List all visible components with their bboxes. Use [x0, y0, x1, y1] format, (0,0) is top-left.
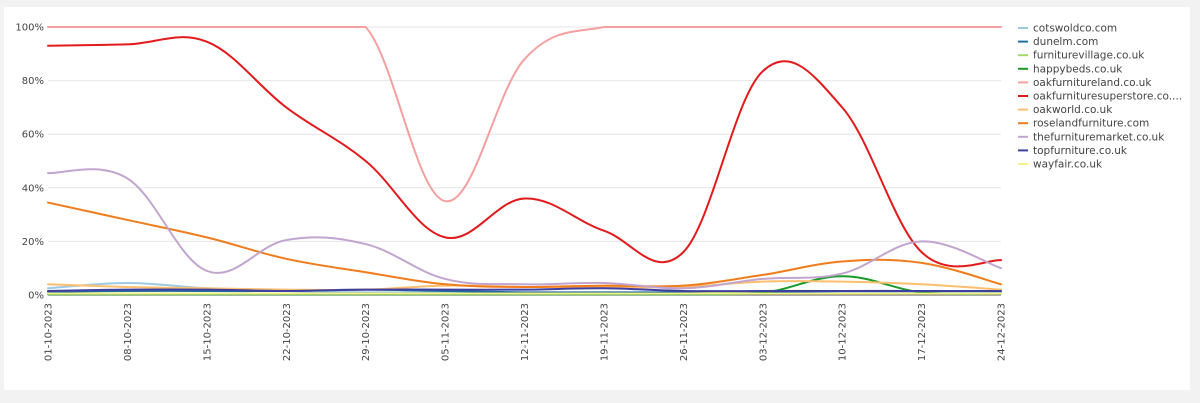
grid — [48, 26, 1001, 296]
legend-label: dunelm.com — [1033, 36, 1098, 48]
y-tick-label: 80% — [22, 76, 44, 87]
y-axis-ticks: 0% 20% 40% 60% 80% 100% — [15, 23, 44, 302]
legend-label: oakfurnitureland.co.uk — [1033, 77, 1152, 89]
y-tick-label: 0% — [28, 291, 44, 302]
x-tick-label: 12-11-2023 — [520, 303, 531, 361]
y-tick-label: 60% — [22, 130, 44, 141]
x-tick-label: 15-10-2023 — [202, 303, 213, 361]
legend-label: furniturevillage.co.uk — [1033, 50, 1145, 62]
legend-label: oakfurnituresuperstore.co.... — [1033, 91, 1182, 103]
series-line-5 — [47, 36, 1002, 268]
legend-label: happybeds.co.uk — [1033, 63, 1123, 75]
legend-item[interactable]: roselandfurniture.com — [1018, 118, 1149, 130]
series-line-4 — [47, 26, 1002, 203]
legend-item[interactable]: oakworld.co.uk — [1018, 104, 1113, 116]
legend-item[interactable]: oakfurnitureland.co.uk — [1018, 77, 1152, 89]
x-axis-ticks: 01-10-2023 08-10-2023 15-10-2023 22-10-2023… — [44, 303, 1008, 361]
legend-label: roselandfurniture.com — [1033, 118, 1149, 130]
legend-item[interactable]: topfurniture.co.uk — [1018, 145, 1128, 157]
series-line-9 — [47, 287, 1002, 293]
legend-label: thefurnituremarket.co.uk — [1033, 131, 1165, 143]
legend-label: oakworld.co.uk — [1033, 104, 1113, 116]
legend-item[interactable]: dunelm.com — [1018, 36, 1098, 48]
x-tick-label: 08-10-2023 — [123, 303, 134, 361]
series-line-8 — [47, 168, 1002, 290]
x-tick-label: 26-11-2023 — [679, 303, 690, 361]
legend-item[interactable]: cotswoldco.com — [1018, 23, 1117, 35]
x-tick-label: 01-10-2023 — [44, 303, 55, 361]
x-tick-label: 24-12-2023 — [997, 303, 1008, 361]
legend-item[interactable]: furniturevillage.co.uk — [1018, 50, 1145, 62]
legend-item[interactable]: happybeds.co.uk — [1018, 63, 1123, 75]
series-line-7 — [47, 201, 1002, 288]
y-tick-label: 40% — [22, 183, 44, 194]
y-tick-label: 100% — [15, 23, 44, 34]
x-tick-label: 17-12-2023 — [917, 303, 928, 361]
x-tick-label: 19-11-2023 — [599, 303, 610, 361]
line-chart: 0% 20% 40% 60% 80% 100% 01-10-2023 08-10-2023 1… — [15, 23, 1182, 362]
legend-item[interactable]: oakfurnituresuperstore.co.... — [1018, 91, 1182, 103]
series-lines — [47, 26, 1002, 296]
chart-card: 0% 20% 40% 60% 80% 100% 01-10-2023 08-10-2023 1… — [4, 7, 1190, 390]
legend-item[interactable]: thefurnituremarket.co.uk — [1018, 131, 1165, 143]
x-tick-label: 05-11-2023 — [441, 303, 452, 361]
x-tick-label: 22-10-2023 — [282, 303, 293, 361]
x-tick-label: 29-10-2023 — [361, 303, 372, 361]
legend-label: cotswoldco.com — [1033, 23, 1117, 35]
legend-label: wayfair.co.uk — [1033, 159, 1103, 171]
legend-item[interactable]: wayfair.co.uk — [1018, 159, 1103, 171]
x-tick-label: 03-12-2023 — [758, 303, 769, 361]
x-tick-label: 10-12-2023 — [838, 303, 849, 361]
y-tick-label: 20% — [22, 237, 44, 248]
legend-label: topfurniture.co.uk — [1033, 145, 1128, 157]
